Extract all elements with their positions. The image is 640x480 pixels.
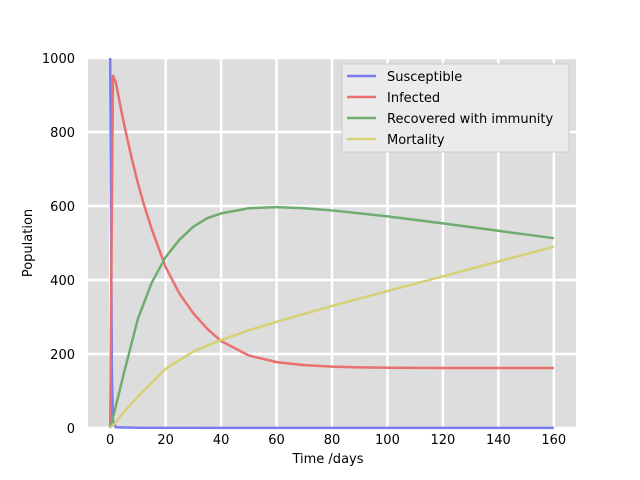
y-axis-label: Population bbox=[21, 209, 36, 277]
x-tick-label: 120 bbox=[430, 433, 455, 448]
series-line-mortality bbox=[109, 245, 555, 429]
x-tick-label: 40 bbox=[213, 433, 230, 448]
y-tick-label: 0 bbox=[67, 422, 75, 437]
x-tick-labels: 0 20 40 60 80 100 120 140 160 bbox=[106, 433, 566, 448]
legend: Susceptible Infected Recovered with immuni… bbox=[341, 63, 570, 153]
y-tick-label: 1000 bbox=[42, 52, 75, 67]
x-axis-label: Time /days bbox=[291, 452, 363, 467]
legend-box bbox=[341, 63, 570, 153]
legend-label: Infected bbox=[387, 91, 440, 106]
legend-label: Recovered with immunity bbox=[387, 112, 554, 127]
y-tick-labels: 0 200 400 600 800 1000 bbox=[42, 52, 75, 437]
x-tick-label: 100 bbox=[375, 433, 400, 448]
series-lines bbox=[108, 57, 555, 430]
legend-label: Susceptible bbox=[387, 70, 462, 85]
x-tick-label: 160 bbox=[541, 433, 566, 448]
series-line-infected bbox=[108, 74, 554, 428]
y-tick-label: 600 bbox=[50, 200, 75, 215]
x-tick-label: 60 bbox=[268, 433, 285, 448]
y-tick-label: 200 bbox=[50, 348, 75, 363]
x-tick-label: 140 bbox=[486, 433, 511, 448]
y-tick-label: 800 bbox=[50, 126, 75, 141]
x-tick-label: 0 bbox=[106, 433, 114, 448]
x-tick-label: 80 bbox=[324, 433, 341, 448]
y-tick-label: 400 bbox=[50, 274, 75, 289]
series-line-recovered-with-immunity bbox=[108, 205, 554, 429]
legend-label: Mortality bbox=[387, 133, 445, 148]
x-tick-label: 20 bbox=[157, 433, 174, 448]
